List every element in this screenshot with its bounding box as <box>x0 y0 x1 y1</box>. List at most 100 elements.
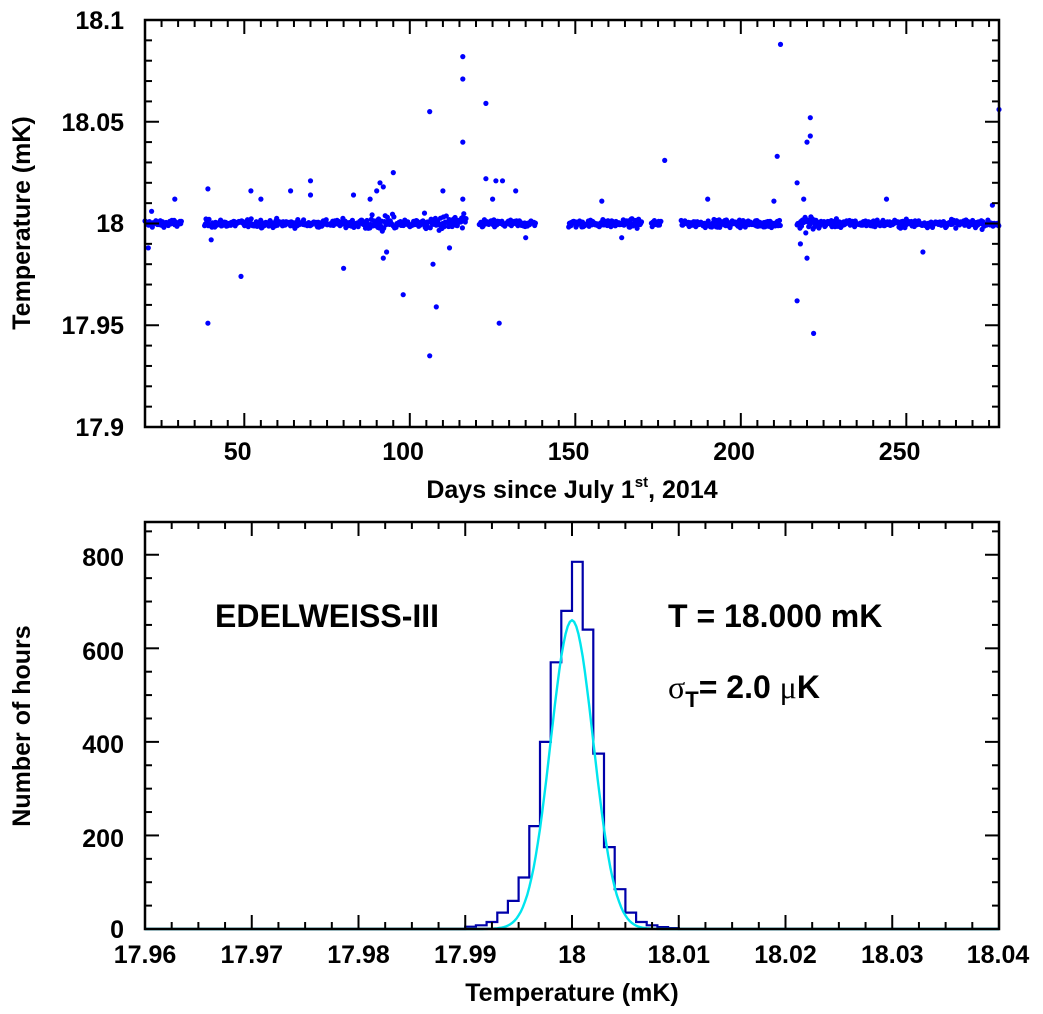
top-x-tick-label: 100 <box>382 438 424 466</box>
bottom-x-axis-title: Temperature (mK) <box>465 979 678 1007</box>
data-point <box>807 115 813 121</box>
data-point <box>248 188 254 194</box>
data-point <box>374 188 380 194</box>
data-point <box>463 216 469 222</box>
data-point <box>705 196 711 202</box>
data-point <box>421 210 428 216</box>
data-point <box>377 180 383 186</box>
data-point <box>638 219 645 225</box>
data-point <box>794 298 800 304</box>
data-point <box>364 217 370 224</box>
data-point <box>811 330 817 336</box>
data-point <box>341 265 347 271</box>
top-x-tick-label: 150 <box>548 438 590 466</box>
data-point <box>953 225 959 231</box>
data-point <box>513 188 519 194</box>
data-point <box>427 109 433 115</box>
top-y-ticks <box>145 19 999 428</box>
data-point <box>532 220 539 226</box>
data-point <box>777 222 783 229</box>
data-point <box>440 188 446 194</box>
data-point <box>804 139 810 145</box>
histogram-outline <box>145 560 999 931</box>
data-point <box>803 230 809 236</box>
data-point <box>493 178 499 184</box>
data-point <box>523 235 529 241</box>
data-point <box>771 198 777 204</box>
bottom-x-tick-label: 18.02 <box>754 941 817 969</box>
data-point <box>599 198 605 204</box>
bottom-y-tick-label: 0 <box>110 916 124 944</box>
data-point <box>459 225 465 231</box>
data-point <box>774 153 780 159</box>
data-point <box>350 192 357 198</box>
bottom-x-ticks <box>144 522 1000 929</box>
top-y-tick-label: 17.9 <box>75 414 124 442</box>
bottom-chart: 17.96 17.97 17.98 17.99 18 18.01 18.02 1… <box>8 520 1029 1007</box>
data-point <box>920 249 926 255</box>
data-point <box>307 178 314 184</box>
sigma-label: σT= 2.0 μK <box>668 669 820 712</box>
bottom-y-tick-label: 600 <box>82 638 124 666</box>
gaussian-fit-curve <box>145 618 999 931</box>
data-point <box>172 196 178 202</box>
data-point <box>794 180 800 186</box>
data-point <box>380 255 386 261</box>
top-x-ticks <box>144 20 991 427</box>
data-point <box>483 100 489 106</box>
bottom-y-ticks <box>145 530 999 930</box>
data-point <box>433 304 439 310</box>
data-point <box>499 178 506 184</box>
data-point <box>461 211 467 217</box>
data-point <box>248 216 254 222</box>
bottom-y-tick-label: 200 <box>82 825 124 853</box>
top-y-tick-label: 18 <box>96 210 124 238</box>
data-point <box>400 292 406 298</box>
data-point <box>804 255 810 261</box>
data-point <box>384 214 390 220</box>
data-point <box>801 196 807 202</box>
top-x-tick-label: 200 <box>713 438 755 466</box>
data-point <box>443 213 449 219</box>
bottom-x-tick-label: 18.03 <box>861 941 924 969</box>
data-point <box>619 235 625 241</box>
data-point <box>807 133 813 139</box>
data-point <box>391 214 397 220</box>
top-x-axis-title: Days since July 1st, 2014 <box>426 474 717 504</box>
bottom-x-tick-label: 18 <box>558 941 586 969</box>
bottom-x-tick-label: 17.98 <box>327 941 390 969</box>
data-point <box>367 196 373 202</box>
data-point <box>777 41 784 48</box>
data-point <box>380 184 386 190</box>
bottom-x-tick-label: 17.96 <box>114 941 177 969</box>
bottom-x-tick-label: 18.01 <box>647 941 710 969</box>
experiment-label: EDELWEISS-III <box>215 598 439 634</box>
data-point <box>238 273 244 279</box>
data-point <box>460 139 466 145</box>
data-point <box>496 320 502 326</box>
data-point <box>460 196 466 202</box>
data-point <box>288 188 294 194</box>
data-point <box>797 241 804 247</box>
data-point <box>206 216 212 222</box>
bottom-x-tick-label: 17.99 <box>434 941 497 969</box>
data-point <box>205 320 211 326</box>
data-point <box>390 170 396 176</box>
data-point <box>205 186 211 192</box>
data-point <box>178 218 184 224</box>
data-point <box>483 176 489 182</box>
top-y-tick-label: 17.95 <box>61 312 124 340</box>
data-point <box>149 208 155 214</box>
data-point <box>460 54 466 60</box>
bottom-y-tick-label: 800 <box>82 544 124 572</box>
top-y-tick-label: 18.1 <box>75 7 124 35</box>
data-point <box>776 217 783 224</box>
data-point <box>145 245 151 251</box>
top-y-axis-title: Temperature (mK) <box>8 116 36 329</box>
data-point <box>490 196 496 202</box>
data-point <box>658 218 664 224</box>
data-point <box>208 237 214 243</box>
bottom-y-tick-label: 400 <box>82 731 124 759</box>
data-point <box>301 217 307 223</box>
